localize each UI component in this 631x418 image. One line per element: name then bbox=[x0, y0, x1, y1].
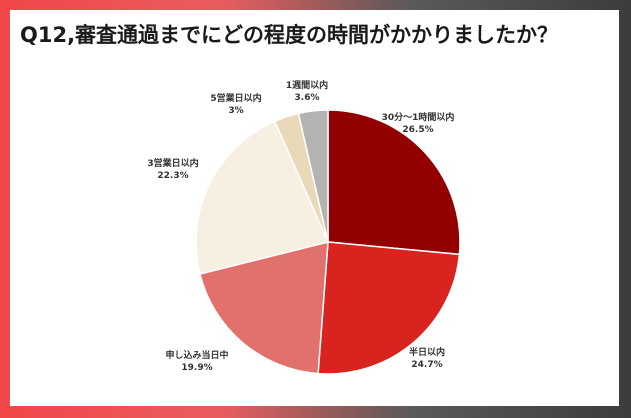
slice-label: 1週間以内 bbox=[286, 79, 328, 91]
pie-slice bbox=[199, 241, 329, 375]
slice-value-label: 3% bbox=[228, 106, 243, 116]
slice-value-label: 26.5% bbox=[402, 125, 433, 135]
pie-slice bbox=[317, 241, 461, 375]
pie-chart: 30分〜1時間以内 26.5% 半日以内 24.7% 申し込み当日中 19.9% 3営業日以… bbox=[147, 79, 461, 375]
slice-label: 30分〜1時間以内 bbox=[382, 111, 455, 123]
slice-value-label: 3.6% bbox=[295, 93, 320, 103]
slice-label: 申し込み当日中 bbox=[165, 349, 228, 361]
slice-value-label: 22.3% bbox=[157, 171, 188, 181]
slice-label: 3営業日以内 bbox=[147, 157, 198, 169]
slice-value-label: 24.7% bbox=[411, 360, 442, 370]
chart-card: Q12,審査通過までにどの程度の時間がかかりましたか？ 30分〜1時間以内 26.… bbox=[10, 10, 619, 406]
pie-slice bbox=[195, 120, 330, 275]
slice-label: 半日以内 bbox=[409, 346, 445, 358]
slice-label: 5営業日以内 bbox=[210, 92, 261, 104]
pie-slice bbox=[327, 109, 461, 256]
pie-slice bbox=[297, 109, 329, 243]
slice-value-label: 19.9% bbox=[181, 363, 212, 373]
chart-title: Q12,審査通過までにどの程度の時間がかかりましたか？ bbox=[20, 23, 559, 47]
